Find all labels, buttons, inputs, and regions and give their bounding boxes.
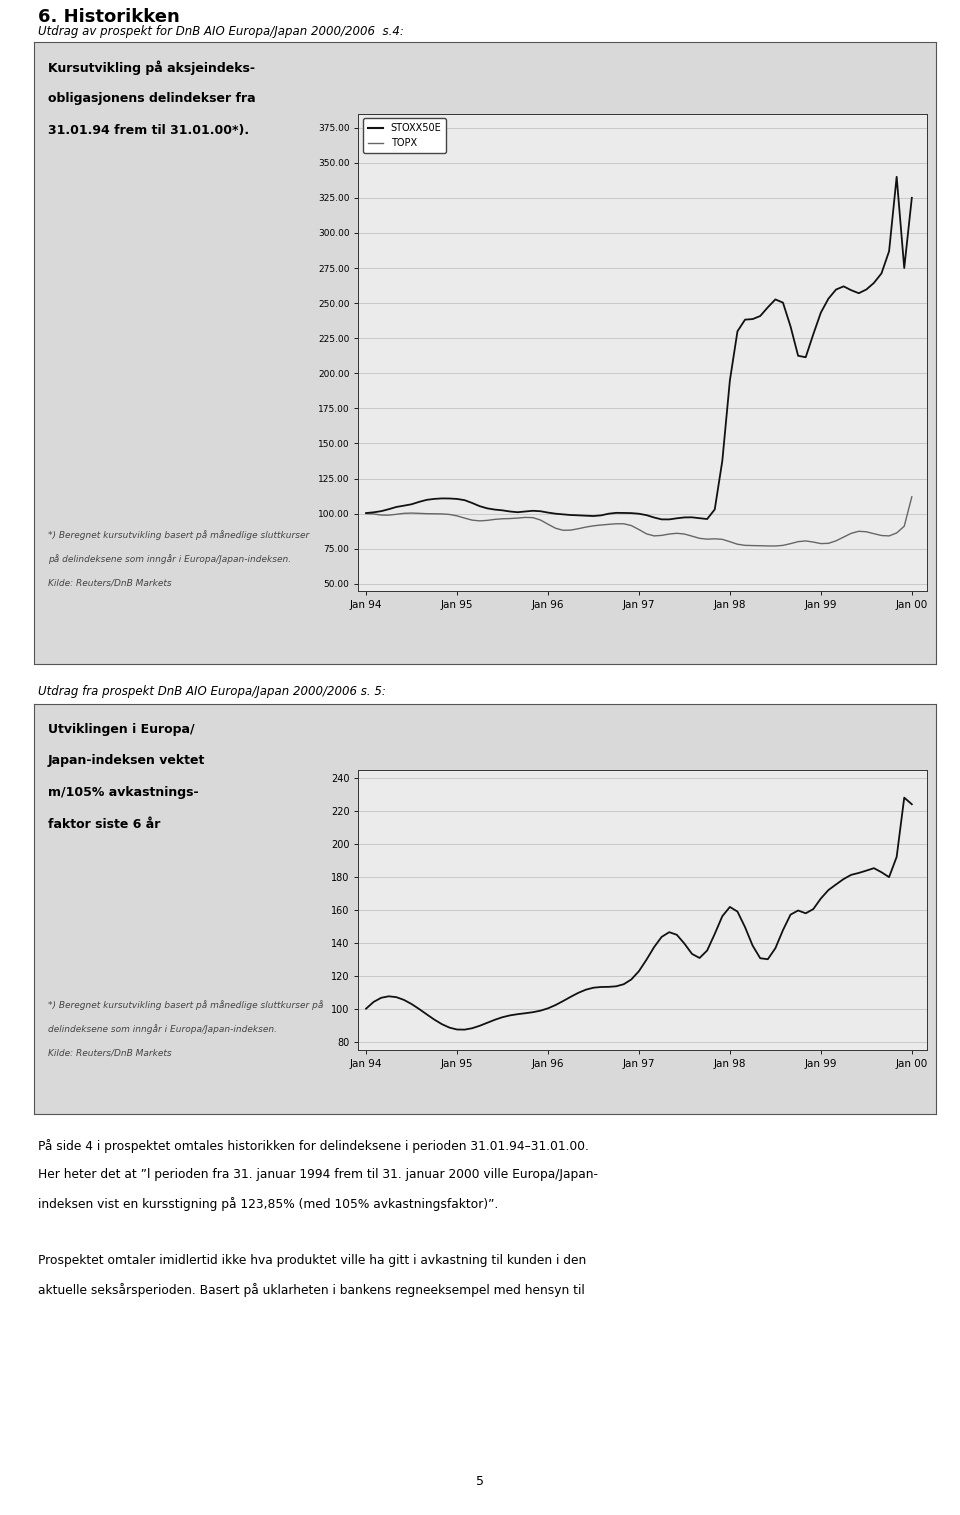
Text: på delindeksene som inngår i Europa/Japan-indeksen.: på delindeksene som inngår i Europa/Japa… [48, 554, 291, 565]
Text: 31.01.94 frem til 31.01.00*).: 31.01.94 frem til 31.01.00*). [48, 124, 250, 138]
Text: 5: 5 [476, 1474, 484, 1488]
Text: Her heter det at ”l perioden fra 31. januar 1994 frem til 31. januar 2000 ville : Her heter det at ”l perioden fra 31. jan… [38, 1168, 598, 1182]
Text: Utviklingen i Europa/: Utviklingen i Europa/ [48, 723, 195, 736]
Text: m/105% avkastnings-: m/105% avkastnings- [48, 786, 199, 800]
Legend: STOXX50E, TOPX: STOXX50E, TOPX [363, 118, 446, 153]
Text: Utdrag fra prospekt DnB AIO Europa/Japan 2000/2006 s. 5:: Utdrag fra prospekt DnB AIO Europa/Japan… [38, 685, 386, 698]
Text: Kursutvikling på aksjeindeks-: Kursutvikling på aksjeindeks- [48, 61, 255, 76]
Text: Prospektet omtaler imidlertid ikke hva produktet ville ha gitt i avkastning til : Prospektet omtaler imidlertid ikke hva p… [38, 1254, 587, 1268]
Text: Kilde: Reuters/DnB Markets: Kilde: Reuters/DnB Markets [48, 579, 172, 588]
Text: delindeksene som inngår i Europa/Japan-indeksen.: delindeksene som inngår i Europa/Japan-i… [48, 1024, 277, 1035]
Text: Japan-indeksen vektet: Japan-indeksen vektet [48, 754, 205, 768]
Text: Kilde: Reuters/DnB Markets: Kilde: Reuters/DnB Markets [48, 1048, 172, 1057]
Text: 6. Historikken: 6. Historikken [38, 8, 180, 26]
Text: indeksen vist en kursstigning på 123,85% (med 105% avkastningsfaktor)”.: indeksen vist en kursstigning på 123,85%… [38, 1197, 499, 1210]
Text: På side 4 i prospektet omtales historikken for delindeksene i perioden 31.01.94–: På side 4 i prospektet omtales historikk… [38, 1139, 589, 1153]
Text: *) Beregnet kursutvikling basert på månedlige sluttkurser: *) Beregnet kursutvikling basert på måne… [48, 530, 309, 541]
Text: aktuelle seksårsperioden. Basert på uklarheten i bankens regneeksempel med hensy: aktuelle seksårsperioden. Basert på ukla… [38, 1283, 586, 1297]
Text: Utdrag av prospekt for DnB AIO Europa/Japan 2000/2006  s.4:: Utdrag av prospekt for DnB AIO Europa/Ja… [38, 24, 404, 38]
Text: faktor siste 6 år: faktor siste 6 år [48, 818, 160, 832]
Text: *) Beregnet kursutvikling basert på månedlige sluttkurser på: *) Beregnet kursutvikling basert på måne… [48, 1000, 324, 1011]
Text: obligasjonens delindekser fra: obligasjonens delindekser fra [48, 92, 255, 106]
